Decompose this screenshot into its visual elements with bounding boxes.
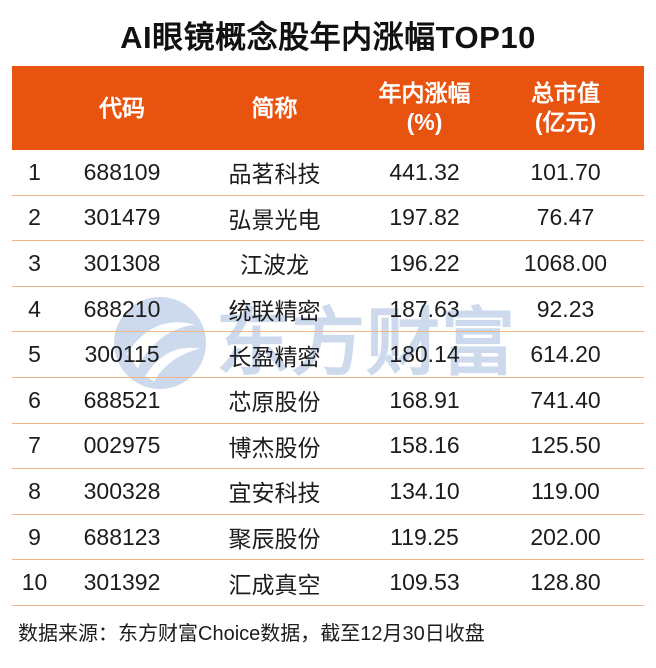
gain-cell: 158.16 bbox=[389, 432, 460, 459]
header-cell-name: 简称 bbox=[251, 94, 298, 121]
gain-cell: 119.25 bbox=[390, 523, 459, 550]
cap-cell: 1068.00 bbox=[523, 249, 608, 276]
table-row: 2 301479 弘景光电 197.82 76.47 bbox=[12, 196, 644, 242]
header-cell-code: 代码 bbox=[99, 94, 145, 121]
name-cell: 汇成真空 bbox=[228, 571, 321, 598]
rank-cell: 4 bbox=[28, 295, 41, 322]
rank-cell: 2 bbox=[28, 204, 41, 231]
gain-cell: 441.32 bbox=[389, 158, 460, 185]
rank-cell: 5 bbox=[28, 341, 41, 368]
rank-cell: 8 bbox=[28, 477, 41, 504]
header-cap-line2: (亿元) bbox=[534, 109, 597, 135]
table-row: 10 301392 汇成真空 109.53 128.80 bbox=[12, 560, 644, 606]
table-row: 7 002975 博杰股份 158.16 125.50 bbox=[12, 424, 644, 470]
name-cell: 长盈精密 bbox=[228, 343, 321, 370]
name-cell: 宜安科技 bbox=[228, 480, 321, 507]
table-row: 4 688210 统联精密 187.63 92.23 bbox=[12, 287, 644, 333]
rank-cell: 9 bbox=[28, 523, 41, 550]
code-cell: 301392 bbox=[83, 569, 161, 596]
header-cap-line1: 总市值 bbox=[531, 80, 600, 107]
gain-cell: 180.14 bbox=[389, 341, 460, 368]
page-title: AI眼镜概念股年内涨幅TOP10 bbox=[120, 20, 536, 55]
cap-cell: 101.70 bbox=[530, 158, 601, 185]
gain-cell: 168.91 bbox=[389, 386, 460, 413]
cap-cell: 119.00 bbox=[531, 477, 600, 504]
code-cell: 300115 bbox=[84, 341, 160, 368]
code-cell: 002975 bbox=[83, 432, 161, 459]
code-cell: 688210 bbox=[83, 295, 161, 322]
code-cell: 301479 bbox=[83, 204, 161, 231]
header-cell-cap: 总市值 (亿元) bbox=[487, 79, 644, 137]
code-cell: 688109 bbox=[83, 158, 161, 185]
name-cell: 统联精密 bbox=[228, 298, 321, 325]
table-row: 8 300328 宜安科技 134.10 119.00 bbox=[12, 469, 644, 515]
data-table: 代码 简称 年内涨幅 (%) 总市值 (亿元) 1 688109 品茗科技 44… bbox=[12, 66, 644, 606]
cap-cell: 614.20 bbox=[530, 341, 601, 368]
cap-cell: 128.80 bbox=[530, 569, 601, 596]
gain-cell: 109.53 bbox=[389, 569, 460, 596]
cap-cell: 76.47 bbox=[536, 204, 595, 231]
name-cell: 博杰股份 bbox=[228, 434, 321, 461]
header-gain-line2: (%) bbox=[406, 109, 443, 135]
cap-cell: 125.50 bbox=[530, 432, 601, 459]
table-row: 1 688109 品茗科技 441.32 101.70 bbox=[12, 150, 644, 196]
table-row: 5 300115 长盈精密 180.14 614.20 bbox=[12, 332, 644, 378]
gain-cell: 187.63 bbox=[389, 295, 460, 322]
gain-cell: 197.82 bbox=[389, 204, 460, 231]
header-gain-line1: 年内涨幅 bbox=[378, 80, 471, 107]
name-cell: 弘景光电 bbox=[228, 206, 321, 233]
header-cell-gain: 年内涨幅 (%) bbox=[362, 79, 487, 137]
table-row: 3 301308 江波龙 196.22 1068.00 bbox=[12, 241, 644, 287]
table-body: 1 688109 品茗科技 441.32 101.70 2 301479 弘景光… bbox=[12, 150, 644, 606]
name-cell: 芯原股份 bbox=[228, 389, 321, 416]
rank-cell: 1 bbox=[28, 158, 41, 185]
table-row: 6 688521 芯原股份 168.91 741.40 bbox=[12, 378, 644, 424]
cap-cell: 202.00 bbox=[530, 523, 601, 550]
table-header-row: 代码 简称 年内涨幅 (%) 总市值 (亿元) bbox=[12, 66, 644, 150]
code-cell: 301308 bbox=[83, 249, 161, 276]
cap-cell: 741.40 bbox=[530, 386, 601, 413]
gain-cell: 134.10 bbox=[389, 477, 460, 504]
table-row: 9 688123 聚辰股份 119.25 202.00 bbox=[12, 515, 644, 561]
name-cell: 江波龙 bbox=[240, 252, 309, 279]
gain-cell: 196.22 bbox=[389, 249, 460, 276]
rank-cell: 7 bbox=[28, 432, 41, 459]
code-cell: 300328 bbox=[83, 477, 161, 504]
rank-cell: 3 bbox=[28, 249, 41, 276]
name-cell: 聚辰股份 bbox=[228, 526, 321, 553]
source-note: 数据来源：东方财富Choice数据，截至12月30日收盘 bbox=[18, 623, 485, 645]
rank-cell: 6 bbox=[28, 386, 41, 413]
code-cell: 688521 bbox=[83, 386, 161, 413]
name-cell: 品茗科技 bbox=[228, 161, 321, 188]
cap-cell: 92.23 bbox=[536, 295, 595, 322]
code-cell: 688123 bbox=[83, 523, 161, 550]
rank-cell: 10 bbox=[21, 569, 48, 596]
